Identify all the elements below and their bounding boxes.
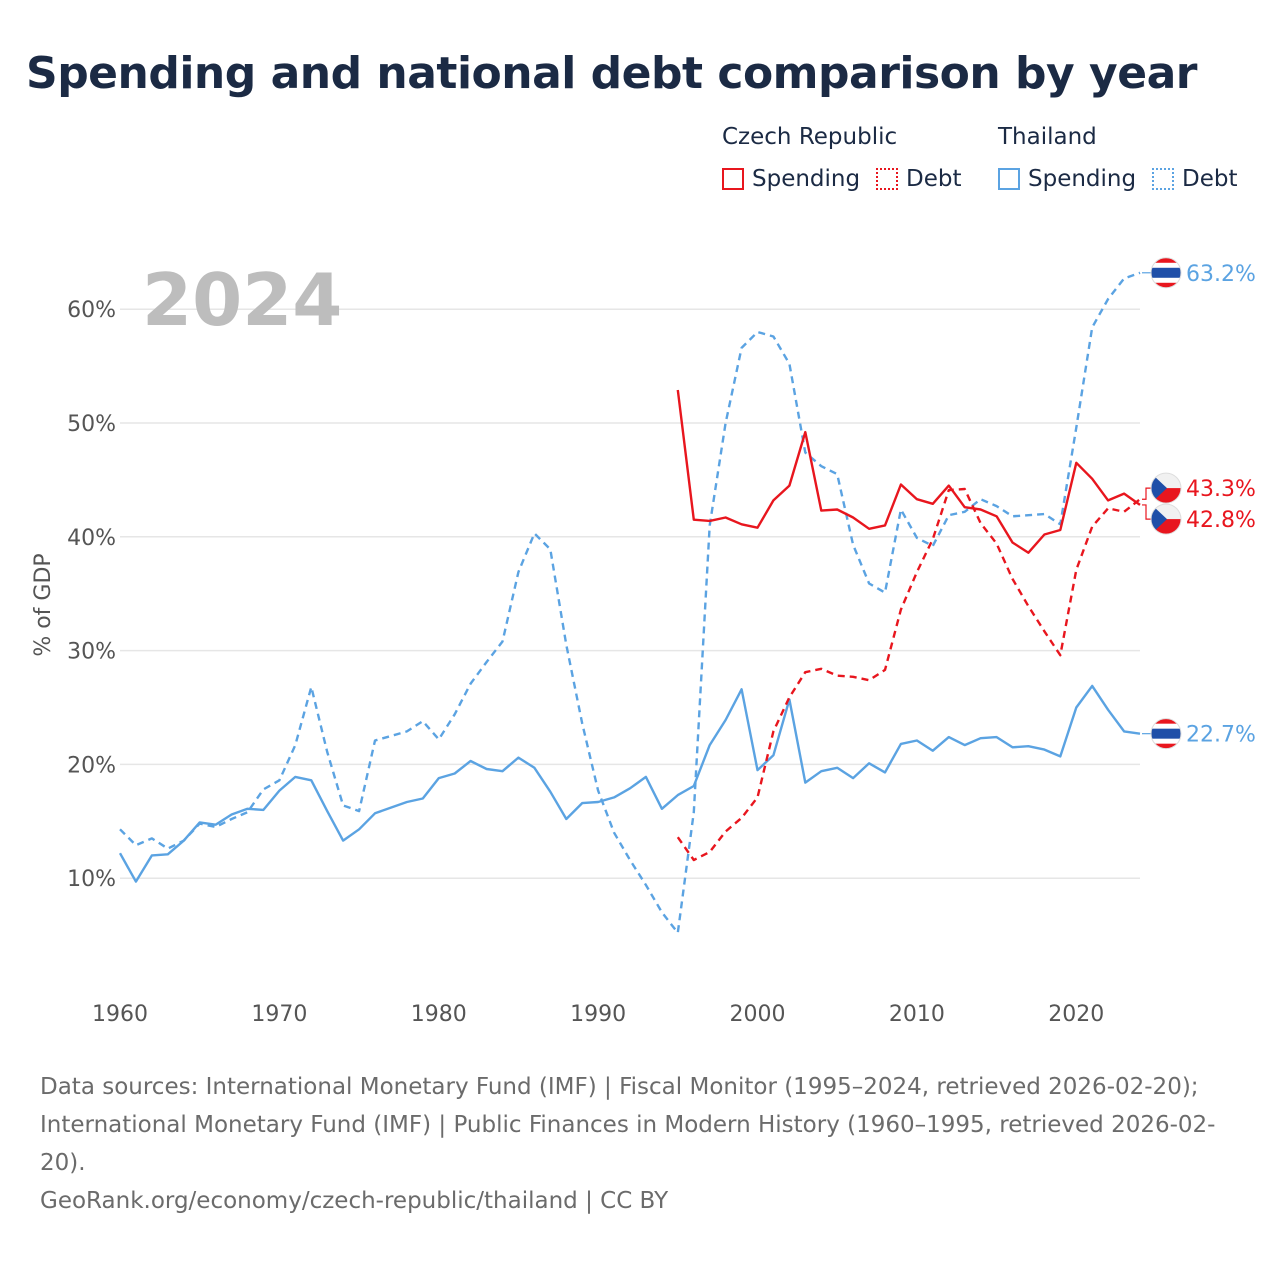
end-value-label: 63.2% [1186,262,1256,287]
label-connector [1142,504,1151,520]
legend-label: Debt [906,166,962,192]
legend-label: Spending [752,166,861,192]
x-tick-label: 2020 [1048,1002,1104,1027]
legend-thailand-spending[interactable]: Spending [998,166,1136,192]
x-tick-label: 1980 [411,1002,467,1027]
series-lines [118,271,1141,934]
line-chart: 2024 % of GDP 10% 20% 30% 40% 50% 60% 1960 197… [31,257,1256,1027]
x-tick-label: 1960 [92,1002,148,1027]
x-axis-ticks: 1960 1970 1980 1990 2000 2010 2020 [92,1002,1104,1027]
series-line-thailand-debt[interactable] [119,271,1141,934]
legend-label: Debt [1182,166,1238,192]
x-tick-label: 2000 [730,1002,786,1027]
gridlines [120,308,1140,879]
y-axis-ticks: 10% 20% 30% 40% 50% 60% [67,298,116,892]
end-value-label: 43.3% [1186,477,1256,502]
czech-flag-icon [1150,503,1182,535]
footer: Data sources: International Monetary Fun… [40,1068,1240,1220]
y-tick-label: 60% [67,298,116,323]
end-labels: 63.2% 22.7% 43.3% 42.8% [1142,257,1256,750]
legend-czech-debt[interactable]: Debt [876,166,961,192]
y-tick-label: 20% [67,753,116,778]
legend-country-thailand: Thailand [998,124,1097,150]
series-line-czech-republic-debt[interactable] [676,487,1141,862]
x-tick-label: 1970 [251,1002,307,1027]
dotted-line-swatch-icon [876,168,898,190]
end-value-label: 42.8% [1186,508,1256,533]
end-value-label: 22.7% [1186,723,1256,748]
y-tick-label: 30% [67,640,116,665]
label-connector [1142,487,1151,500]
legend-country-czech: Czech Republic [722,124,898,150]
solid-line-swatch-icon [722,168,744,190]
x-tick-label: 2010 [889,1002,945,1027]
thailand-flag-icon [1150,257,1182,289]
x-tick-label: 1990 [570,1002,626,1027]
y-tick-label: 50% [67,412,116,437]
series-line-czech-republic-spending[interactable] [676,389,1141,554]
legend-label: Spending [1028,166,1137,192]
czech-flag-icon [1150,472,1182,504]
y-tick-label: 40% [67,526,116,551]
data-sources: Data sources: International Monetary Fun… [40,1074,1216,1176]
dotted-line-swatch-icon [1152,168,1174,190]
chart-title: Spending and national debt comparison by… [26,48,1197,99]
year-watermark: 2024 [142,258,342,342]
y-tick-label: 10% [67,867,116,892]
y-axis-label: % of GDP [31,553,56,656]
credit-link[interactable]: GeoRank.org/economy/czech-republic/thail… [40,1188,669,1214]
series-line-thailand-spending[interactable] [118,684,1141,883]
legend-thailand-debt[interactable]: Debt [1152,166,1237,192]
thailand-flag-icon [1150,718,1182,750]
legend-czech-spending[interactable]: Spending [722,166,860,192]
solid-line-swatch-icon [998,168,1020,190]
